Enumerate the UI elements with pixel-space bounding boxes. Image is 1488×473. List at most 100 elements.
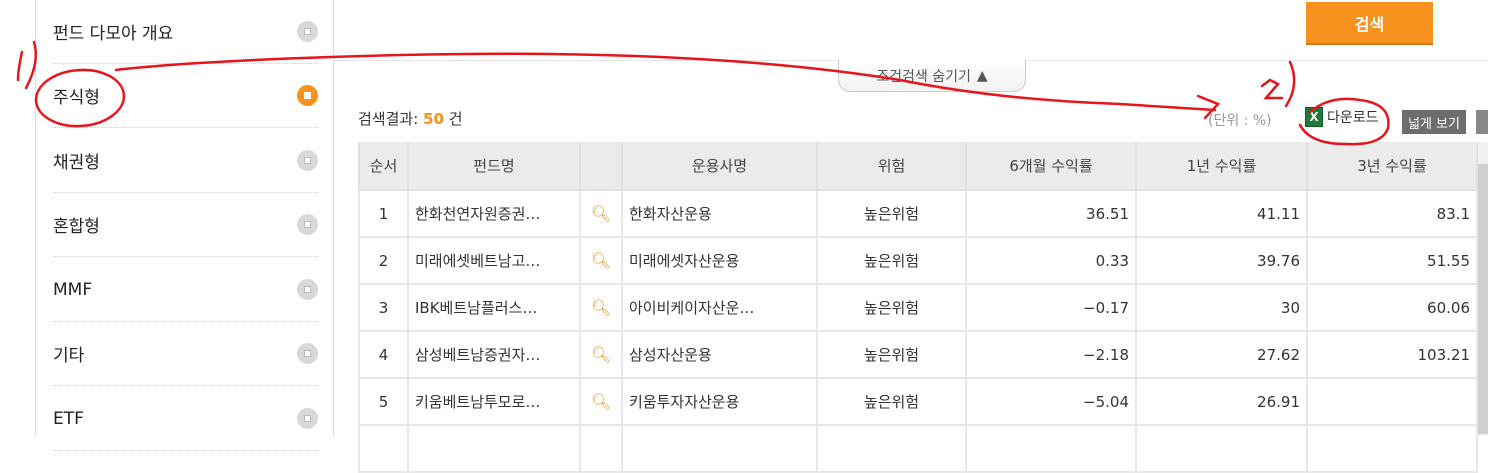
result-count: 검색결과: 50 건 [358, 110, 463, 128]
empty-cell [407, 424, 581, 473]
table-row[interactable]: 3 IBK베트남플러스… 🔍︎ 아이비케이자산운… 높은위험 −0.17 30 60.06 [358, 283, 1478, 332]
return-3y-cell: 103.21 [1306, 330, 1478, 379]
scrollbar[interactable] [1478, 142, 1488, 436]
empty-cell [965, 424, 1137, 473]
fund-detail-button[interactable]: 🔍︎ [579, 377, 623, 426]
empty-cell [1306, 424, 1478, 473]
magnifier-icon[interactable]: 🔍︎ [590, 204, 612, 223]
magnifier-icon[interactable]: 🔍︎ [590, 251, 612, 270]
col-header[interactable]: 6개월 수익률 [965, 142, 1137, 191]
sidebar-item-other[interactable]: 기타 [53, 322, 318, 386]
risk-cell: 높은위험 [816, 377, 967, 426]
fund-name-cell[interactable]: 삼성베트남증권자… [407, 330, 581, 379]
table-row[interactable]: 5 키움베트남투모로… 🔍︎ 키움투자자산운용 높은위험 −5.04 26.91 [358, 377, 1478, 426]
return-1y-cell: 27.62 [1135, 330, 1308, 379]
return-1y-cell: 26.91 [1135, 377, 1308, 426]
return-1y-cell: 39.76 [1135, 236, 1308, 285]
return-6m-cell: −0.17 [965, 283, 1137, 332]
sidebar-item-label: 주식형 [53, 88, 100, 108]
col-header [579, 142, 623, 191]
seq-cell: 4 [358, 330, 409, 379]
return-3y-cell: 51.55 [1306, 236, 1478, 285]
empty-cell [1135, 424, 1308, 473]
hide-search-conditions-button[interactable]: 조건검색 숨기기 ▲ [838, 60, 1026, 92]
return-3y-cell: 83.1 [1306, 189, 1478, 238]
fund-detail-button[interactable]: 🔍︎ [579, 189, 623, 238]
return-1y-cell: 30 [1135, 283, 1308, 332]
sidebar: 펀드 다모아 개요 주식형 채권형 혼합형 MMF 기타 ETF [35, 0, 334, 451]
fund-detail-button[interactable]: 🔍︎ [579, 330, 623, 379]
col-header[interactable]: 펀드명 [407, 142, 581, 191]
col-header[interactable]: 위험 [816, 142, 967, 191]
fund-name-cell[interactable]: 한화천연자원증권… [407, 189, 581, 238]
sidebar-item-bond[interactable]: 채권형 [53, 129, 318, 193]
scrollbar-thumb[interactable] [1478, 164, 1488, 434]
table-header: 순서 펀드명 운용사명 위험 6개월 수익률 1년 수익률 3년 수익률 [358, 142, 1478, 191]
table-row[interactable]: 1 한화천연자원증권… 🔍︎ 한화자산운용 높은위험 36.51 41.11 83.1 [358, 189, 1478, 238]
bullet-icon [297, 85, 318, 106]
unit-label: (단위 : %) [1208, 113, 1272, 129]
fund-name-cell[interactable]: 키움베트남투모로… [407, 377, 581, 426]
magnifier-icon[interactable]: 🔍︎ [590, 298, 612, 317]
risk-cell: 높은위험 [816, 330, 967, 379]
return-6m-cell: 36.51 [965, 189, 1137, 238]
col-header[interactable]: 3년 수익률 [1306, 142, 1478, 191]
sidebar-item-label: 기타 [53, 346, 85, 366]
bullet-icon [297, 150, 318, 171]
fund-detail-button[interactable]: 🔍︎ [579, 283, 623, 332]
sidebar-item-equity[interactable]: 주식형 [53, 64, 318, 128]
magnifier-icon[interactable]: 🔍︎ [590, 392, 612, 411]
empty-cell [358, 424, 409, 473]
return-3y-cell [1306, 377, 1478, 426]
col-header[interactable]: 1년 수익률 [1135, 142, 1308, 191]
wide-view-button[interactable]: 넓게 보기 [1402, 110, 1466, 134]
magnifier-icon[interactable]: 🔍︎ [590, 345, 612, 364]
bullet-icon [297, 279, 318, 300]
empty-cell [621, 424, 818, 473]
bullet-icon [297, 21, 318, 42]
manager-cell: 삼성자산운용 [621, 330, 818, 379]
return-3y-cell: 60.06 [1306, 283, 1478, 332]
more-button[interactable] [1476, 110, 1488, 134]
seq-cell: 5 [358, 377, 409, 426]
sidebar-item-label: ETF [53, 408, 84, 429]
chevron-up-icon: ▲ [976, 67, 988, 84]
sidebar-item-label: MMF [53, 279, 93, 300]
fund-name-cell[interactable]: 미래에셋베트남고… [407, 236, 581, 285]
return-6m-cell: 0.33 [965, 236, 1137, 285]
table-row[interactable]: 2 미래에셋베트남고… 🔍︎ 미래에셋자산운용 높은위험 0.33 39.76 51.55 [358, 236, 1478, 285]
sidebar-item-label: 펀드 다모아 개요 [53, 24, 174, 44]
fund-detail-button[interactable]: 🔍︎ [579, 236, 623, 285]
col-header[interactable]: 운용사명 [621, 142, 818, 191]
manager-cell: 미래에셋자산운용 [621, 236, 818, 285]
risk-cell: 높은위험 [816, 236, 967, 285]
col-header[interactable]: 순서 [358, 142, 409, 191]
empty-cell [816, 424, 967, 473]
manager-cell: 키움투자자산운용 [621, 377, 818, 426]
return-6m-cell: −2.18 [965, 330, 1137, 379]
return-6m-cell: −5.04 [965, 377, 1137, 426]
sidebar-item-mmf[interactable]: MMF [53, 258, 318, 322]
seq-cell: 2 [358, 236, 409, 285]
manager-cell: 한화자산운용 [621, 189, 818, 238]
table-row[interactable]: 4 삼성베트남증권자… 🔍︎ 삼성자산운용 높은위험 −2.18 27.62 103.21 [358, 330, 1478, 379]
excel-icon: X [1305, 107, 1323, 127]
bullet-icon [297, 408, 318, 429]
sidebar-item-etf[interactable]: ETF [53, 387, 318, 451]
fund-name-cell[interactable]: IBK베트남플러스… [407, 283, 581, 332]
seq-cell: 1 [358, 189, 409, 238]
sidebar-item-mixed[interactable]: 혼합형 [53, 193, 318, 257]
manager-cell: 아이비케이자산운… [621, 283, 818, 332]
fold-label: 조건검색 숨기기 [876, 68, 971, 85]
table-row [358, 424, 1478, 473]
sidebar-item-overview[interactable]: 펀드 다모아 개요 [53, 0, 318, 64]
download-button[interactable]: X 다운로드 [1305, 107, 1379, 127]
return-1y-cell: 41.11 [1135, 189, 1308, 238]
seq-cell: 3 [358, 283, 409, 332]
sidebar-item-label: 혼합형 [53, 217, 100, 237]
empty-cell [579, 424, 623, 473]
search-button[interactable]: 검색 [1306, 2, 1433, 45]
risk-cell: 높은위험 [816, 189, 967, 238]
fund-table: 순서 펀드명 운용사명 위험 6개월 수익률 1년 수익률 3년 수익률 1 한화… [358, 142, 1478, 473]
sidebar-item-label: 채권형 [53, 153, 100, 173]
